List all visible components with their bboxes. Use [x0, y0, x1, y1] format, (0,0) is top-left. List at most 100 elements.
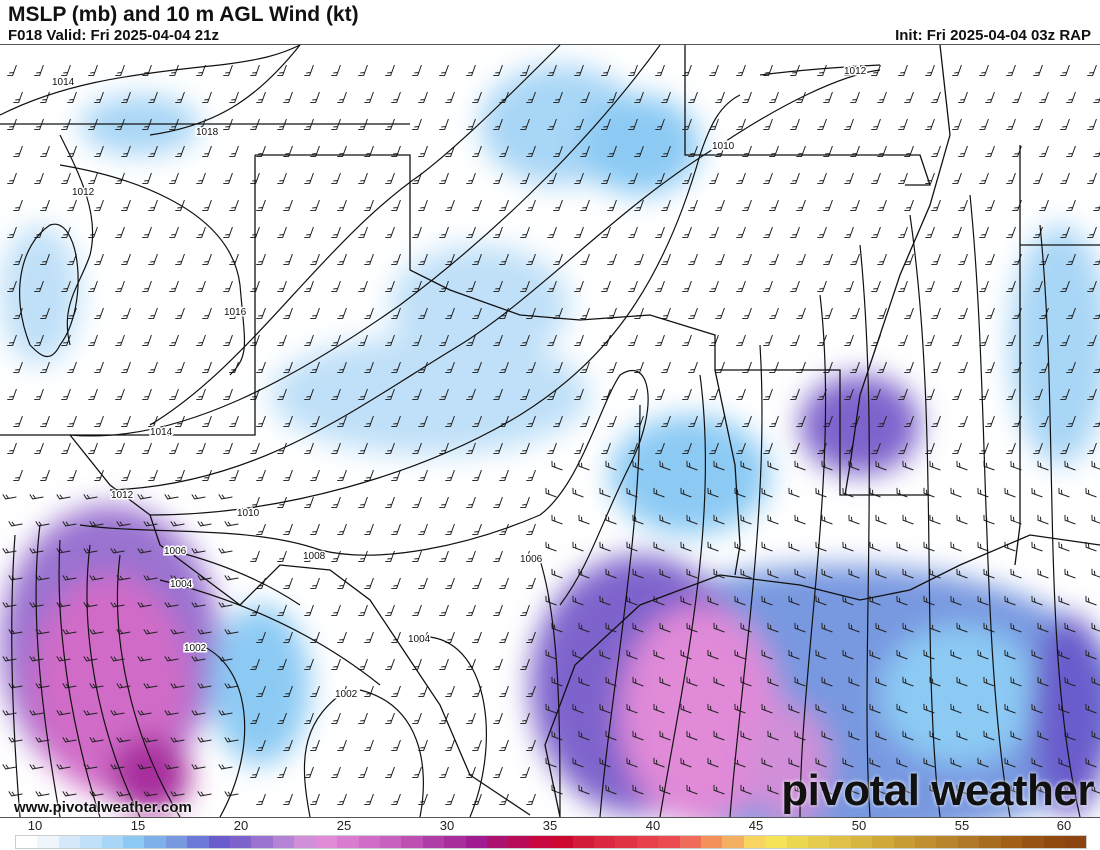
wind-barb — [256, 415, 266, 428]
colorbar-label: 45 — [748, 818, 764, 833]
colorbar-swatch — [593, 836, 616, 848]
wind-barb — [817, 226, 827, 239]
wind-barb — [29, 494, 44, 500]
wind-barb — [877, 91, 887, 104]
wind-barb — [520, 604, 530, 617]
wind-barb — [707, 595, 719, 606]
wind-barb — [1006, 388, 1016, 401]
wind-barb — [526, 361, 536, 374]
wind-barb — [175, 145, 185, 158]
wind-barb — [34, 388, 44, 401]
wind-barb — [898, 172, 908, 185]
wind-barb — [796, 415, 806, 428]
wind-barb — [29, 548, 44, 554]
wind-barb — [445, 415, 455, 428]
wind-barb — [686, 730, 698, 741]
colorbar-swatch — [315, 836, 338, 848]
wind-barb — [250, 604, 260, 617]
wind-barb — [520, 712, 530, 725]
wind-barb — [526, 739, 536, 752]
wind-barb — [143, 575, 158, 581]
wind-barb — [653, 541, 665, 552]
colorbar-swatch — [658, 836, 680, 848]
wind-barb — [256, 739, 266, 752]
wind-barb — [680, 703, 692, 714]
wind-barb — [89, 791, 104, 797]
wind-barb — [115, 334, 125, 347]
wind-barb — [116, 521, 131, 527]
wind-barb — [977, 595, 989, 606]
wind-barb — [445, 739, 455, 752]
wind-barb — [659, 460, 671, 471]
wind-barb — [83, 710, 98, 716]
colorbar-swatch — [529, 836, 552, 848]
wind-barb — [499, 145, 509, 158]
wind-barb — [202, 91, 212, 104]
wind-barb — [821, 622, 833, 633]
wind-barbs — [2, 64, 1100, 806]
wind-barb — [1091, 460, 1100, 471]
wind-barb — [1087, 334, 1097, 347]
wind-barb — [1060, 334, 1070, 347]
wind-speed-colorbar — [15, 835, 1087, 849]
wind-barb — [1085, 757, 1097, 768]
wind-barb — [977, 703, 989, 714]
wind-barb — [815, 649, 827, 660]
wind-barb — [788, 487, 800, 498]
wind-barb — [67, 199, 77, 212]
colorbar-swatch — [337, 836, 359, 848]
wind-barb — [979, 226, 989, 239]
wind-barb — [1064, 676, 1076, 687]
wind-barb — [256, 469, 266, 482]
wind-barb — [191, 494, 206, 500]
wind-barb — [1060, 118, 1070, 131]
wind-barb — [688, 199, 698, 212]
wind-barb — [364, 145, 374, 158]
wind-barb — [1033, 280, 1043, 293]
wind-barb — [13, 469, 23, 482]
wind-barb — [385, 64, 395, 77]
wind-barb — [958, 199, 968, 212]
wind-barb — [742, 91, 752, 104]
wind-barb — [304, 496, 314, 509]
wind-barb — [121, 91, 131, 104]
wind-barb — [902, 514, 914, 525]
wind-barb — [493, 496, 503, 509]
wind-barb — [40, 469, 50, 482]
wind-barb — [520, 766, 530, 779]
wind-barb — [115, 280, 125, 293]
wind-barb — [250, 118, 260, 131]
wind-barb — [445, 307, 455, 320]
weather-map[interactable]: 1014 1018 1012 1016 1014 1012 1010 1008 … — [0, 44, 1100, 818]
wind-barb — [607, 415, 617, 428]
wind-barb — [545, 703, 557, 714]
wind-barb — [734, 541, 746, 552]
colorbar-swatch — [936, 836, 958, 848]
wind-barb — [61, 226, 71, 239]
wind-barb — [794, 568, 806, 579]
wind-barb — [1004, 649, 1016, 660]
wind-barb — [877, 307, 887, 320]
wind-barb — [1033, 442, 1043, 455]
wind-barb — [7, 64, 17, 77]
wind-barb — [1087, 64, 1097, 77]
wind-barb — [499, 199, 509, 212]
wind-barb — [1039, 91, 1049, 104]
wind-barb — [931, 145, 941, 158]
wind-barb — [202, 253, 212, 266]
wind-barb — [1039, 415, 1049, 428]
wind-barb — [580, 145, 590, 158]
wind-barb — [197, 737, 212, 743]
wind-barb — [466, 118, 476, 131]
wind-barb — [605, 460, 617, 471]
wind-barb — [358, 604, 368, 617]
wind-barb — [148, 253, 158, 266]
wind-barb — [110, 602, 125, 608]
wind-barb — [1087, 280, 1097, 293]
wind-barb — [599, 487, 611, 498]
wind-barb — [850, 91, 860, 104]
wind-barb — [599, 757, 611, 768]
wind-barb — [763, 280, 773, 293]
wind-barb — [137, 656, 152, 662]
wind-barb — [169, 226, 179, 239]
